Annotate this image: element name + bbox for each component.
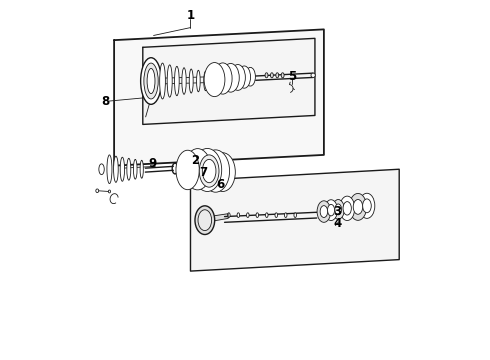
Polygon shape [191,169,399,271]
Ellipse shape [343,202,351,215]
Ellipse shape [281,73,284,78]
Ellipse shape [238,66,250,88]
Text: 8: 8 [102,95,110,108]
Ellipse shape [265,73,268,78]
Ellipse shape [214,63,232,94]
Ellipse shape [275,213,277,217]
Ellipse shape [317,201,331,222]
Text: 7: 7 [199,166,207,179]
Ellipse shape [245,67,255,86]
Text: 3: 3 [334,205,342,218]
Ellipse shape [140,160,144,178]
Ellipse shape [189,69,193,93]
Ellipse shape [228,213,230,217]
Ellipse shape [199,155,219,187]
Ellipse shape [147,68,155,94]
Ellipse shape [196,70,200,92]
Ellipse shape [335,204,342,215]
Ellipse shape [195,206,215,234]
Ellipse shape [327,204,335,216]
Ellipse shape [237,213,240,217]
Ellipse shape [353,199,363,214]
Ellipse shape [198,210,212,230]
Ellipse shape [320,206,328,217]
Ellipse shape [108,190,111,193]
Text: 9: 9 [148,157,157,170]
Ellipse shape [349,193,367,220]
Ellipse shape [256,213,259,217]
Ellipse shape [285,213,287,217]
Ellipse shape [193,148,221,192]
Ellipse shape [96,189,98,193]
Ellipse shape [141,58,161,104]
Ellipse shape [120,157,124,181]
Ellipse shape [294,213,296,217]
Polygon shape [114,30,324,166]
Ellipse shape [133,159,137,179]
Text: 5: 5 [288,69,296,82]
Ellipse shape [324,200,338,221]
Ellipse shape [107,155,112,184]
Ellipse shape [176,150,199,190]
Polygon shape [143,39,315,125]
Ellipse shape [204,63,225,96]
Ellipse shape [311,73,315,77]
Ellipse shape [144,63,158,99]
Ellipse shape [270,73,273,78]
Text: 4: 4 [333,217,342,230]
Ellipse shape [202,159,216,183]
Ellipse shape [210,153,235,192]
Ellipse shape [340,196,355,221]
Text: 1: 1 [186,9,195,22]
Ellipse shape [204,71,207,91]
Ellipse shape [363,199,371,213]
Ellipse shape [182,68,186,94]
Ellipse shape [266,213,268,217]
Ellipse shape [174,66,179,96]
Ellipse shape [230,64,245,90]
Ellipse shape [160,63,166,99]
Ellipse shape [127,158,131,180]
Text: 6: 6 [217,178,225,191]
Ellipse shape [332,199,344,219]
Ellipse shape [222,63,239,92]
Ellipse shape [246,213,249,217]
Ellipse shape [184,149,211,190]
Ellipse shape [201,150,230,192]
Ellipse shape [276,73,279,78]
Ellipse shape [114,156,118,182]
Ellipse shape [359,193,375,219]
Ellipse shape [167,65,172,97]
Polygon shape [214,214,228,221]
Text: 2: 2 [191,154,199,167]
